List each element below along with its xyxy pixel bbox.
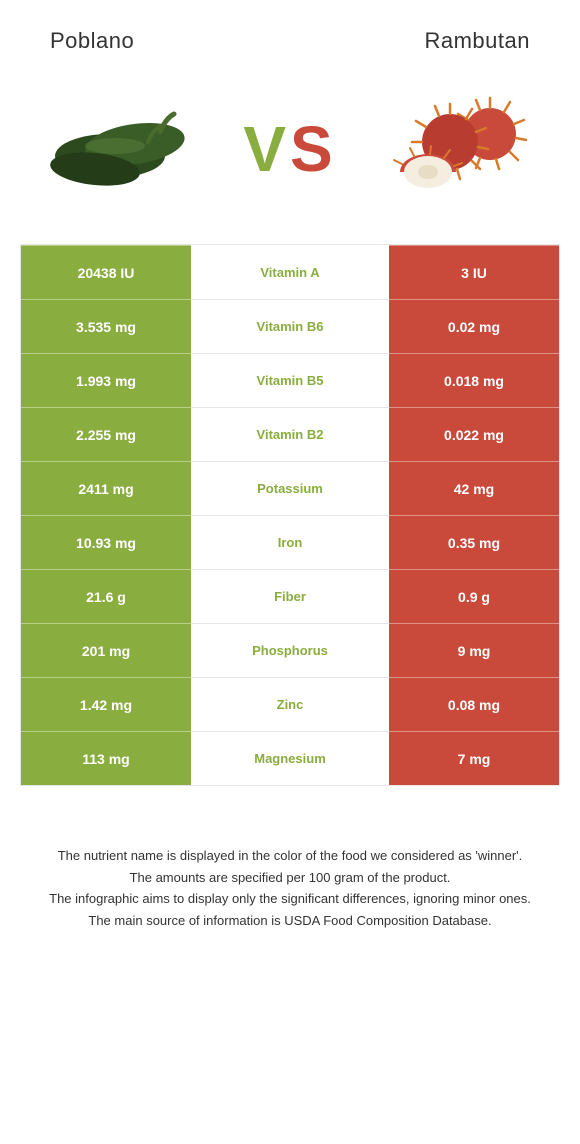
nutrient-name: Fiber: [191, 569, 389, 623]
nutrient-name: Vitamin B2: [191, 407, 389, 461]
table-row: 21.6 gFiber0.9 g: [21, 569, 559, 623]
nutrient-name: Potassium: [191, 461, 389, 515]
food-title-left: Poblano: [50, 28, 134, 54]
value-left: 1.993 mg: [21, 353, 191, 407]
nutrient-name: Vitamin B6: [191, 299, 389, 353]
poblano-image: [40, 94, 200, 204]
footnote-line: The main source of information is USDA F…: [40, 911, 540, 931]
comparison-table: 20438 IUVitamin A3 IU3.535 mgVitamin B60…: [20, 244, 560, 786]
header: Poblano Rambutan: [0, 0, 580, 64]
value-right: 0.022 mg: [389, 407, 559, 461]
table-row: 2411 mgPotassium42 mg: [21, 461, 559, 515]
footnote-line: The amounts are specified per 100 gram o…: [40, 868, 540, 888]
value-right: 3 IU: [389, 245, 559, 299]
value-left: 201 mg: [21, 623, 191, 677]
table-row: 2.255 mgVitamin B20.022 mg: [21, 407, 559, 461]
value-left: 21.6 g: [21, 569, 191, 623]
vs-v: V: [243, 112, 290, 186]
footnote-line: The nutrient name is displayed in the co…: [40, 846, 540, 866]
rambutan-image: [380, 94, 540, 204]
nutrient-name: Vitamin B5: [191, 353, 389, 407]
value-left: 2411 mg: [21, 461, 191, 515]
hero-row: VS: [0, 64, 580, 244]
table-row: 20438 IUVitamin A3 IU: [21, 245, 559, 299]
table-row: 3.535 mgVitamin B60.02 mg: [21, 299, 559, 353]
value-left: 113 mg: [21, 731, 191, 785]
value-right: 0.35 mg: [389, 515, 559, 569]
value-left: 20438 IU: [21, 245, 191, 299]
vs-s: S: [290, 112, 337, 186]
nutrient-name: Iron: [191, 515, 389, 569]
value-left: 2.255 mg: [21, 407, 191, 461]
value-right: 7 mg: [389, 731, 559, 785]
footnotes: The nutrient name is displayed in the co…: [0, 786, 580, 952]
value-left: 3.535 mg: [21, 299, 191, 353]
value-right: 0.08 mg: [389, 677, 559, 731]
table-row: 201 mgPhosphorus9 mg: [21, 623, 559, 677]
footnote-line: The infographic aims to display only the…: [40, 889, 540, 909]
value-right: 9 mg: [389, 623, 559, 677]
value-right: 0.02 mg: [389, 299, 559, 353]
value-right: 42 mg: [389, 461, 559, 515]
table-row: 1.42 mgZinc0.08 mg: [21, 677, 559, 731]
nutrient-name: Magnesium: [191, 731, 389, 785]
table-row: 10.93 mgIron0.35 mg: [21, 515, 559, 569]
table-row: 1.993 mgVitamin B50.018 mg: [21, 353, 559, 407]
value-left: 10.93 mg: [21, 515, 191, 569]
vs-label: VS: [243, 112, 336, 186]
nutrient-name: Phosphorus: [191, 623, 389, 677]
value-right: 0.9 g: [389, 569, 559, 623]
nutrient-name: Vitamin A: [191, 245, 389, 299]
nutrient-name: Zinc: [191, 677, 389, 731]
food-title-right: Rambutan: [424, 28, 530, 54]
value-right: 0.018 mg: [389, 353, 559, 407]
value-left: 1.42 mg: [21, 677, 191, 731]
table-row: 113 mgMagnesium7 mg: [21, 731, 559, 785]
